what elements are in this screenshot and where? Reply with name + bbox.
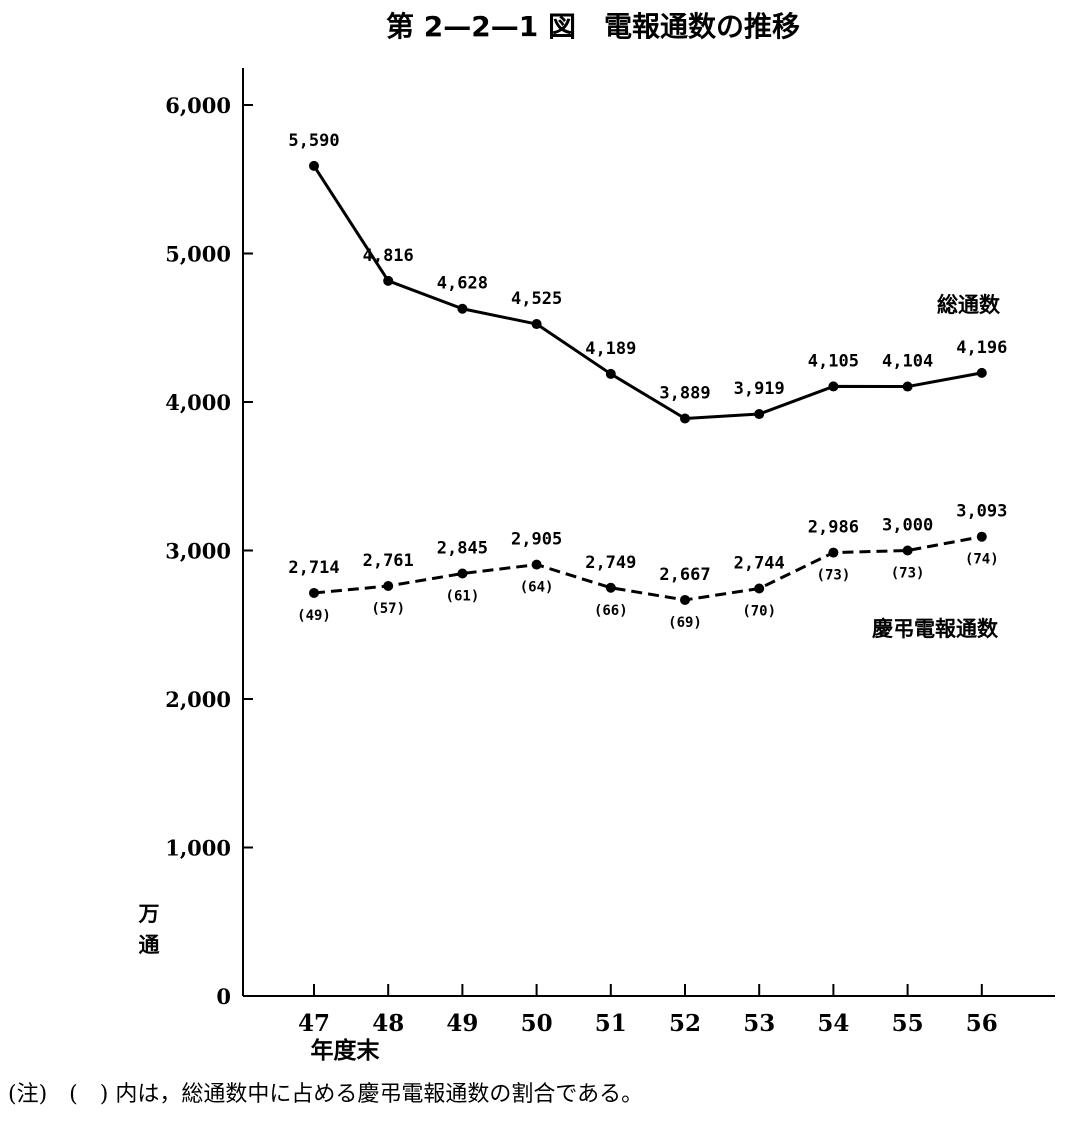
data-label: 3,919 [734, 379, 785, 399]
x-tick-label: 54 [817, 1010, 849, 1037]
y-tick-label: 2,000 [165, 687, 231, 712]
data-point [976, 367, 987, 378]
percent-label: (69) [668, 615, 702, 631]
y-tick-label: 0 [216, 984, 231, 1009]
data-point [754, 409, 765, 420]
data-point [309, 587, 319, 598]
data-point [680, 594, 690, 605]
data-label: 2,744 [734, 554, 785, 574]
data-point [828, 381, 839, 392]
data-label: 4,628 [437, 274, 488, 294]
y-axis-unit-label: 通 [139, 933, 160, 957]
percent-label: (70) [742, 604, 776, 620]
data-point [902, 381, 913, 392]
data-label: 2,986 [808, 518, 859, 538]
series-line-total [312, 165, 983, 420]
y-axis-ticks: 0 1,000 2,000 3,000 4,000 5,000 6,000 [165, 93, 253, 1009]
data-point [457, 568, 468, 579]
data-label: 4,525 [511, 289, 562, 309]
percent-label: (73) [817, 568, 851, 584]
percent-label: (49) [297, 608, 331, 624]
series-points [309, 160, 987, 605]
x-tick-label: 48 [372, 1010, 404, 1037]
y-axis-unit-label: 万 [138, 902, 160, 926]
percent-label: (73) [891, 566, 925, 582]
data-point [457, 303, 468, 314]
data-point [828, 547, 839, 558]
data-point [680, 413, 690, 424]
data-label: 2,749 [585, 553, 636, 573]
percent-label: (61) [446, 589, 480, 605]
data-point [976, 531, 987, 542]
series-line-congratulatory [313, 535, 983, 602]
data-point [605, 368, 616, 379]
data-label: 2,714 [288, 558, 339, 578]
data-label: 2,905 [511, 530, 562, 550]
footnote: (注) ( ) 内は，総通数中に占める慶弔電報通数の割合である。 [8, 1082, 643, 1107]
data-label: 4,189 [585, 339, 636, 359]
data-point [383, 580, 394, 591]
x-axis-ticks: 47 48 49 50 51 52 53 54 55 56 [298, 984, 998, 1037]
data-label: 4,104 [882, 352, 933, 372]
data-point [902, 545, 913, 556]
percent-label: (74) [965, 552, 999, 568]
data-point [531, 319, 542, 330]
data-point [605, 582, 616, 593]
percent-label: (64) [520, 580, 554, 596]
y-tick-label: 3,000 [165, 539, 231, 564]
percent-label: (57) [371, 601, 405, 617]
data-label: 4,816 [363, 246, 414, 266]
data-point [383, 275, 394, 286]
x-axis-sub-label: 年度末 [311, 1037, 381, 1064]
data-point [754, 583, 765, 594]
x-tick-label: 55 [892, 1010, 924, 1037]
x-tick-label: 51 [595, 1010, 627, 1037]
data-label: 4,196 [956, 338, 1007, 358]
series-lines [312, 165, 983, 602]
data-label: 2,761 [363, 551, 414, 571]
data-point [531, 559, 542, 570]
x-tick-label: 47 [298, 1010, 330, 1037]
chart-title: 第 2—2—1 図 電報通数の推移 [386, 10, 800, 43]
x-tick-label: 52 [669, 1010, 701, 1037]
data-point [309, 160, 319, 171]
x-tick-label: 50 [521, 1010, 553, 1037]
y-tick-label: 4,000 [165, 390, 231, 415]
series-label-congratulatory: 慶弔電報通数 [872, 617, 999, 641]
series-label-total: 総通数 [937, 293, 1001, 317]
data-label: 3,093 [956, 502, 1007, 522]
y-tick-label: 5,000 [165, 242, 231, 267]
x-tick-label: 53 [743, 1010, 775, 1037]
data-label: 2,667 [659, 565, 710, 585]
data-label: 4,105 [808, 351, 859, 371]
y-tick-label: 1,000 [165, 836, 231, 861]
data-label: 2,845 [437, 539, 488, 559]
percent-label: (66) [594, 603, 628, 619]
data-label: 5,590 [288, 131, 339, 151]
y-tick-label: 6,000 [165, 93, 231, 118]
data-labels: 5,590 4,816 4,628 4,525 4,189 3,889 3,919 4,105… [288, 131, 1007, 631]
x-tick-label: 49 [446, 1010, 478, 1037]
axes [242, 68, 1055, 997]
data-label: 3,000 [882, 516, 933, 536]
x-tick-label: 56 [966, 1010, 998, 1037]
data-label: 3,889 [659, 383, 710, 403]
